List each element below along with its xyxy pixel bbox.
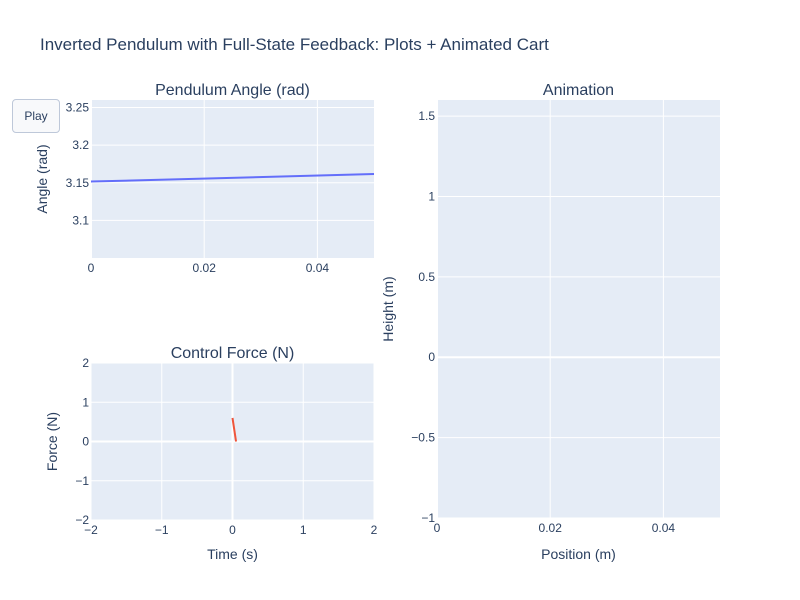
plot-background: [91, 100, 374, 258]
figure-title: Inverted Pendulum with Full-State Feedba…: [40, 35, 549, 54]
y-tick-label: 1: [428, 189, 435, 203]
subplot-title: Control Force (N): [171, 345, 295, 362]
y-axis-label: Angle (rad): [34, 144, 50, 213]
subplot-title: Animation: [543, 82, 614, 99]
x-tick-label: 0.02: [539, 521, 563, 535]
series-line-force: [231, 417, 238, 442]
y-tick-label: −1: [421, 511, 435, 525]
y-tick-label: 2: [82, 356, 89, 370]
y-tick-label: 3.1: [72, 213, 89, 227]
x-tick-label: 2: [371, 523, 378, 537]
charts-container: 0 0.02 0.04 3.1 3.15 3.2 3.25 Pendulum Angle (r…: [34, 82, 720, 562]
chart-angle: 0 0.02 0.04 3.1 3.15 3.2 3.25 Pendulum Angle (r…: [34, 82, 375, 275]
y-tick-label: 3.15: [66, 176, 90, 190]
y-axis-label: Height (m): [380, 276, 396, 341]
y-tick-label: 0: [82, 435, 89, 449]
x-tick-label: 1: [300, 523, 307, 537]
x-tick-label: −2: [84, 523, 98, 537]
y-tick-label: −1: [75, 474, 89, 488]
play-button[interactable]: Play: [12, 99, 60, 133]
y-tick-label: 3.2: [72, 138, 89, 152]
y-tick-label: 1.5: [418, 109, 435, 123]
subplot-title: Pendulum Angle (rad): [155, 82, 310, 99]
x-tick-label: 0: [434, 521, 441, 535]
x-axis-label: Time (s): [207, 546, 258, 562]
x-tick-label: 0.04: [652, 521, 676, 535]
y-tick-label: −0.5: [411, 431, 435, 445]
chart-force: −2 −1 0 1 2 −2 −1 0 1 2 Control Force (N) Time (s) F…: [44, 345, 378, 562]
y-axis-label: Force (N): [44, 412, 60, 471]
x-tick-label: 0: [88, 261, 95, 275]
series-line-angle: [90, 173, 375, 183]
x-axis-label: Position (m): [541, 546, 616, 562]
x-tick-label: −1: [155, 523, 169, 537]
y-tick-label: −2: [75, 513, 89, 527]
y-tick-label: 3.25: [66, 101, 90, 115]
y-tick-label: 0.5: [418, 270, 435, 284]
chart-animation: 0 0.02 0.04 −1 −0.5 0 0.5 1 1.5 Animation Position…: [380, 82, 720, 562]
x-tick-label: 0.04: [306, 261, 330, 275]
x-tick-label: 0.02: [193, 261, 217, 275]
x-tick-label: 0: [229, 523, 236, 537]
y-tick-label: 0: [428, 350, 435, 364]
y-tick-label: 1: [82, 395, 89, 409]
plot-background: [437, 100, 720, 518]
